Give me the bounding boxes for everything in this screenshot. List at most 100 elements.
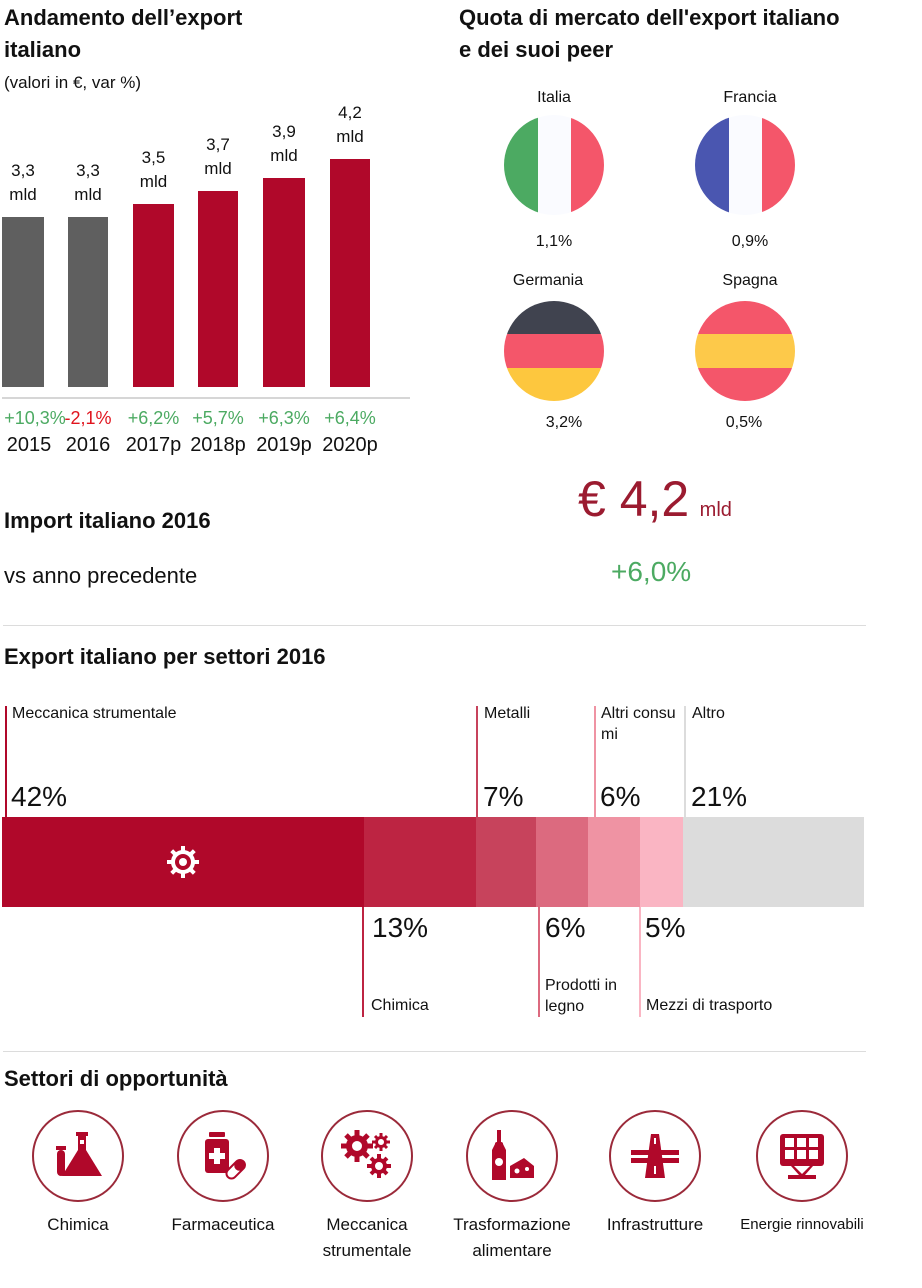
sector-segment-meccanica-strumentale <box>2 817 365 907</box>
chart-baseline <box>2 397 410 399</box>
sector-pct-chimica: 13% <box>372 912 429 943</box>
sector-segment-altri-consumi <box>588 817 641 907</box>
sector-pct-prodotti-legno: 6% <box>545 912 586 943</box>
solar-panel-icon <box>756 1110 848 1202</box>
bar-category-label: 2017p <box>125 434 182 456</box>
bar-value: 3,5 <box>141 148 166 167</box>
sector-pct-metalli: 7% <box>483 781 524 812</box>
sector-label-prodotti-legno: Prodotti in legno <box>545 975 617 1017</box>
bar-unit: mld <box>9 185 37 204</box>
import-title: Import italiano 2016 <box>4 508 211 533</box>
opportunity-label: Energie rinnovabili <box>740 1216 864 1233</box>
export-trend-title-line2: italiano <box>4 37 82 62</box>
import-unit: mld <box>699 499 732 521</box>
italy-flag-icon <box>504 115 604 215</box>
bar-2016 <box>68 217 108 387</box>
export-trend-title: Andamento dell’export italiano <box>4 2 242 66</box>
bar-category-label: 2020p <box>322 434 378 456</box>
bar-change-label: +6,3% <box>258 408 310 428</box>
gear-icon <box>163 842 203 882</box>
germany-flag-icon <box>504 301 604 401</box>
sectors-title: Export italiano per settori 2016 <box>4 644 326 669</box>
highway-icon <box>609 1110 701 1202</box>
country-share: 3,2% <box>545 414 583 431</box>
bar-category-label: 2016 <box>65 434 111 456</box>
opportunity-farmaceutica: Farmaceutica <box>158 1110 288 1238</box>
bar-value: 3,7 <box>206 135 230 154</box>
market-share-title: Quota di mercato dell'export italiano e … <box>459 2 840 66</box>
country-share: 0,9% <box>731 233 769 250</box>
connector-line <box>639 907 641 1017</box>
sector-segment-mezzi-di-trasporto <box>639 817 684 907</box>
label-line: strumentale <box>322 1241 412 1260</box>
sector-pct-mezzi-trasporto: 5% <box>645 912 686 943</box>
opportunity-label: Chimica <box>47 1215 109 1234</box>
opportunity-meccanica: Meccanica strumentale <box>302 1110 432 1264</box>
gears-icon <box>321 1110 413 1202</box>
bar-value-label: 3,3 mld <box>58 159 118 207</box>
sector-segment-altro <box>682 817 865 907</box>
country-name: Francia <box>723 89 777 106</box>
connector-line <box>5 706 7 817</box>
opportunity-label: Meccanica strumentale <box>302 1212 432 1264</box>
country-share: 1,1% <box>535 233 573 250</box>
label-line: Altri consu <box>601 705 676 722</box>
bar-2015 <box>2 217 44 387</box>
sector-pct-altro: 21% <box>691 781 748 812</box>
market-share-title-line2: e dei suoi peer <box>459 37 614 62</box>
bar-change-label: +10,3% <box>4 408 66 428</box>
bar-value: 3,3 <box>11 161 35 180</box>
bar-value-label: 3,7 mld <box>188 133 248 181</box>
opportunity-infrastrutture: Infrastrutture <box>590 1110 720 1238</box>
bar-change-label: +6,4% <box>324 408 376 428</box>
bar-2018p <box>198 191 238 387</box>
bar-value-label: 4,2 mld <box>320 101 380 149</box>
label-line: Trasformazione <box>453 1215 571 1234</box>
opportunity-chimica: Chimica <box>13 1110 143 1238</box>
country-name: Italia <box>537 89 571 106</box>
opportunities-title: Settori di opportunità <box>4 1066 228 1091</box>
bar-unit: mld <box>336 126 364 146</box>
country-share: 0,5% <box>725 414 763 431</box>
bar-value: 3,3 <box>76 161 100 180</box>
bar-2020p <box>330 158 370 387</box>
opportunity-label: Farmaceutica <box>171 1215 275 1234</box>
bar-value: 3,9 <box>272 122 296 141</box>
bar-category-label: 2019p <box>256 434 312 456</box>
import-comparison-label: vs anno precedente <box>4 563 198 588</box>
spain-flag-icon <box>695 301 795 401</box>
import-amount: € 4,2 <box>578 471 690 527</box>
opportunity-label: Trasformazione alimentare <box>447 1212 577 1264</box>
bar-change-label: -2,1% <box>64 408 112 428</box>
connector-line <box>476 706 478 817</box>
connector-line <box>594 706 596 817</box>
sector-label-meccanica: Meccanica strumentale <box>12 705 177 722</box>
chemistry-flask-icon <box>32 1110 124 1202</box>
sector-label-chimica: Chimica <box>371 997 429 1014</box>
label-line: Meccanica <box>326 1215 408 1234</box>
sector-segment-prodotti-in-legno <box>536 817 589 907</box>
sector-label-mezzi-trasporto: Mezzi di trasporto <box>646 997 773 1014</box>
market-share-title-line1: Quota di mercato dell'export italiano <box>459 5 840 30</box>
bar-2017p <box>133 204 174 387</box>
bar-category-label: 2018p <box>190 434 246 456</box>
section-divider <box>3 625 866 626</box>
sector-label-metalli: Metalli <box>484 705 531 722</box>
label-line: Prodotti in <box>545 977 618 994</box>
france-flag-icon <box>695 115 795 215</box>
bar-category-label: 2015 <box>6 434 52 456</box>
import-change: +6,0% <box>611 556 692 587</box>
connector-line <box>538 907 540 1017</box>
bar-unit: mld <box>270 146 298 165</box>
medicine-bottle-icon <box>177 1110 269 1202</box>
sector-pct-meccanica: 42% <box>11 781 68 812</box>
bar-value-label: 3,5 mld <box>124 146 184 194</box>
bar-value: 4,2 <box>338 102 362 122</box>
bar-change-label: +5,7% <box>192 408 244 428</box>
bar-2019p <box>263 178 305 387</box>
export-trend-title-line1: Andamento dell’export <box>4 5 243 30</box>
bar-unit: mld <box>74 185 102 204</box>
sector-label-altro: Altro <box>692 705 725 722</box>
sector-label-altri-consumi: Altri consu mi <box>601 703 676 745</box>
bar-value-label: 3,3 mld <box>0 159 53 207</box>
